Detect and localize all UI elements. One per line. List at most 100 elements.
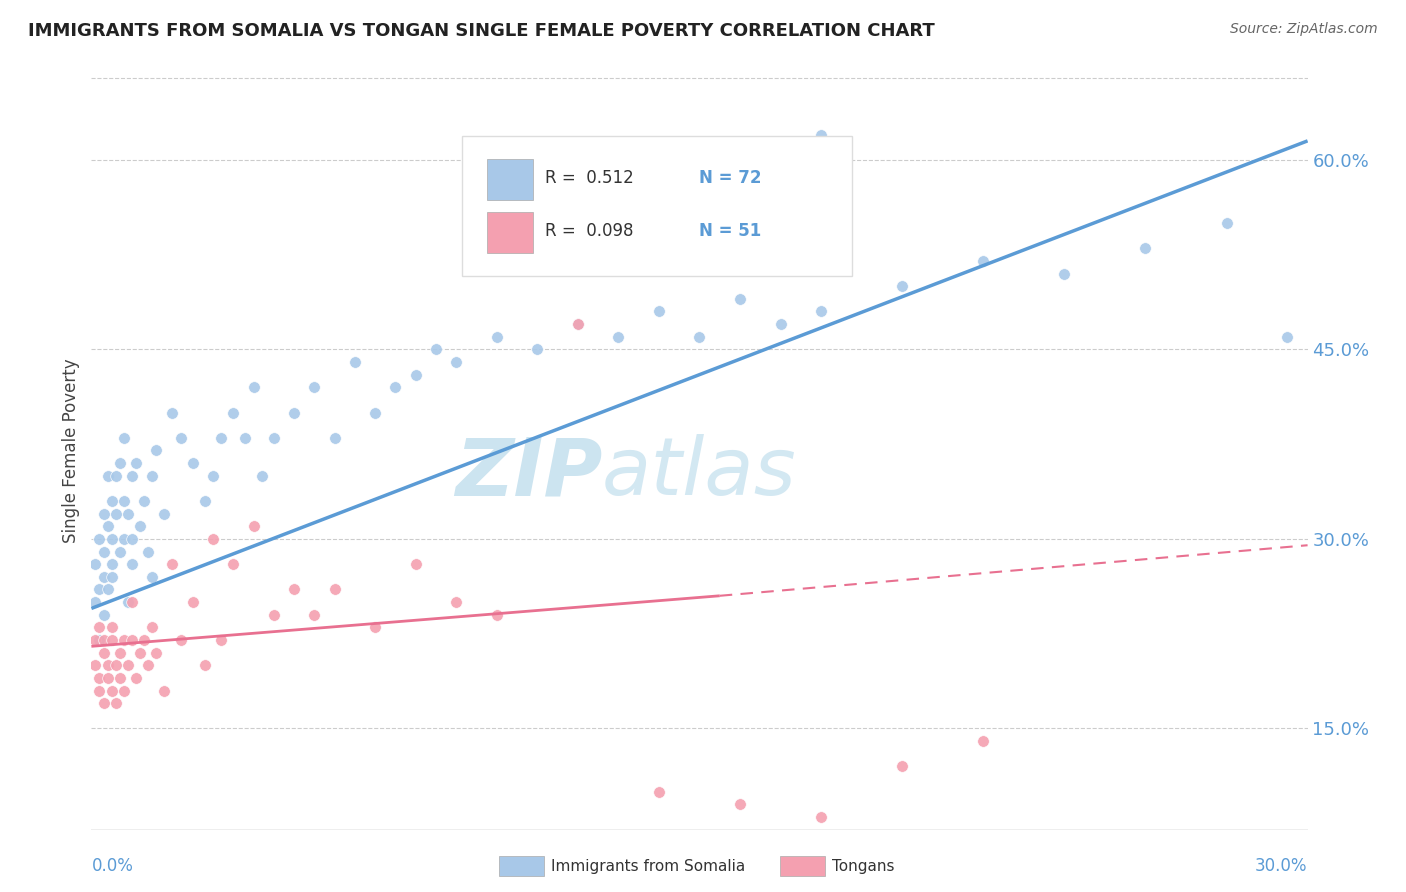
Point bbox=[567, 317, 589, 331]
Point bbox=[425, 343, 447, 357]
Point bbox=[567, 317, 589, 331]
Point bbox=[104, 468, 127, 483]
Point bbox=[153, 507, 176, 521]
Point bbox=[93, 544, 115, 558]
Point bbox=[153, 683, 176, 698]
Text: R =  0.098: R = 0.098 bbox=[546, 221, 634, 240]
Point bbox=[93, 646, 115, 660]
Bar bbox=[486, 159, 533, 201]
Point bbox=[181, 456, 204, 470]
Point bbox=[141, 620, 163, 634]
Point bbox=[100, 532, 122, 546]
Point bbox=[607, 330, 630, 344]
Point bbox=[84, 595, 107, 609]
Point bbox=[526, 343, 548, 357]
Point bbox=[222, 405, 245, 420]
Point bbox=[84, 633, 107, 648]
Point bbox=[100, 494, 122, 508]
Point bbox=[89, 633, 111, 648]
Text: R =  0.512: R = 0.512 bbox=[546, 169, 634, 186]
Point bbox=[89, 683, 111, 698]
Point bbox=[97, 519, 120, 533]
Text: ZIP: ZIP bbox=[454, 434, 602, 512]
Point bbox=[93, 633, 115, 648]
Point bbox=[194, 658, 217, 673]
Point bbox=[283, 582, 305, 597]
Point bbox=[108, 646, 131, 660]
Point bbox=[810, 810, 832, 824]
Point bbox=[108, 671, 131, 685]
Point bbox=[485, 330, 508, 344]
Point bbox=[648, 304, 671, 318]
Point bbox=[194, 494, 217, 508]
Point bbox=[121, 595, 143, 609]
Point bbox=[108, 456, 131, 470]
Point bbox=[364, 620, 387, 634]
Point bbox=[97, 671, 120, 685]
Point bbox=[89, 671, 111, 685]
Point bbox=[769, 317, 792, 331]
Point bbox=[112, 494, 135, 508]
Text: Immigrants from Somalia: Immigrants from Somalia bbox=[551, 859, 745, 873]
Point bbox=[323, 431, 346, 445]
Point bbox=[100, 620, 122, 634]
Point bbox=[104, 696, 127, 710]
Point bbox=[1053, 267, 1076, 281]
Point bbox=[405, 557, 427, 572]
Point bbox=[84, 557, 107, 572]
Point bbox=[132, 633, 155, 648]
Point bbox=[112, 633, 135, 648]
Point bbox=[209, 431, 232, 445]
Point bbox=[181, 595, 204, 609]
Point bbox=[104, 658, 127, 673]
Point bbox=[104, 507, 127, 521]
Point bbox=[1277, 330, 1299, 344]
Point bbox=[129, 646, 152, 660]
Point bbox=[100, 557, 122, 572]
Point bbox=[222, 557, 245, 572]
Point bbox=[93, 607, 115, 622]
Point bbox=[112, 532, 135, 546]
Text: N = 51: N = 51 bbox=[699, 221, 762, 240]
Point bbox=[972, 734, 994, 748]
Text: 0.0%: 0.0% bbox=[91, 857, 134, 875]
Point bbox=[93, 507, 115, 521]
Point bbox=[202, 532, 225, 546]
Text: atlas: atlas bbox=[602, 434, 797, 512]
Point bbox=[89, 532, 111, 546]
Point bbox=[121, 532, 143, 546]
Point bbox=[169, 633, 191, 648]
Point bbox=[304, 380, 326, 394]
Point bbox=[343, 355, 366, 369]
Point bbox=[209, 633, 232, 648]
Point bbox=[125, 456, 148, 470]
Point bbox=[304, 607, 326, 622]
Point bbox=[136, 658, 159, 673]
Text: Tongans: Tongans bbox=[832, 859, 894, 873]
Text: Source: ZipAtlas.com: Source: ZipAtlas.com bbox=[1230, 22, 1378, 37]
Point bbox=[108, 544, 131, 558]
Point bbox=[728, 292, 751, 306]
Point bbox=[891, 279, 914, 293]
Point bbox=[384, 380, 406, 394]
Point bbox=[162, 557, 184, 572]
Point bbox=[121, 557, 143, 572]
Point bbox=[169, 431, 191, 445]
Point bbox=[89, 620, 111, 634]
Point bbox=[810, 128, 832, 142]
Point bbox=[100, 633, 122, 648]
Point bbox=[444, 355, 467, 369]
Point bbox=[688, 330, 710, 344]
Point bbox=[405, 368, 427, 382]
Point bbox=[242, 519, 264, 533]
Bar bbox=[486, 211, 533, 253]
Point bbox=[283, 405, 305, 420]
Point bbox=[112, 683, 135, 698]
Point bbox=[100, 683, 122, 698]
Point bbox=[121, 468, 143, 483]
Text: 30.0%: 30.0% bbox=[1256, 857, 1308, 875]
Point bbox=[444, 595, 467, 609]
Point bbox=[141, 570, 163, 584]
Point bbox=[97, 582, 120, 597]
Point bbox=[84, 658, 107, 673]
